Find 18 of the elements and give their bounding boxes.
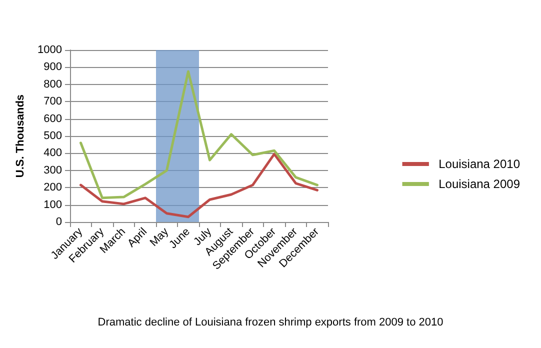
y-tick-label: 1000 — [38, 44, 62, 56]
y-tick-label: 400 — [44, 147, 62, 160]
line-series — [80, 70, 318, 200]
y-tick-label: 700 — [44, 96, 62, 108]
y-tick-label: 200 — [44, 182, 62, 194]
y-tick-label: 800 — [44, 78, 62, 90]
y-tick-label: 300 — [44, 164, 62, 176]
legend-label: Louisiana 2010 — [438, 157, 520, 171]
x-tick-label: May — [148, 225, 172, 249]
y-tick-label: 600 — [44, 112, 62, 125]
y-tick-label: 0 — [56, 216, 62, 228]
y-axis-title: U.S. Thousands — [14, 94, 26, 178]
legend-label: Louisiana 2009 — [438, 177, 520, 191]
y-tick-label: 500 — [44, 130, 62, 142]
text: Dramatic decline of Louisiana frozen shrimp exports from 2009 to 2010 — [98, 316, 444, 328]
y-tick-label: 900 — [44, 61, 62, 74]
line-series — [80, 152, 318, 218]
y-tick-label: 100 — [44, 198, 62, 211]
